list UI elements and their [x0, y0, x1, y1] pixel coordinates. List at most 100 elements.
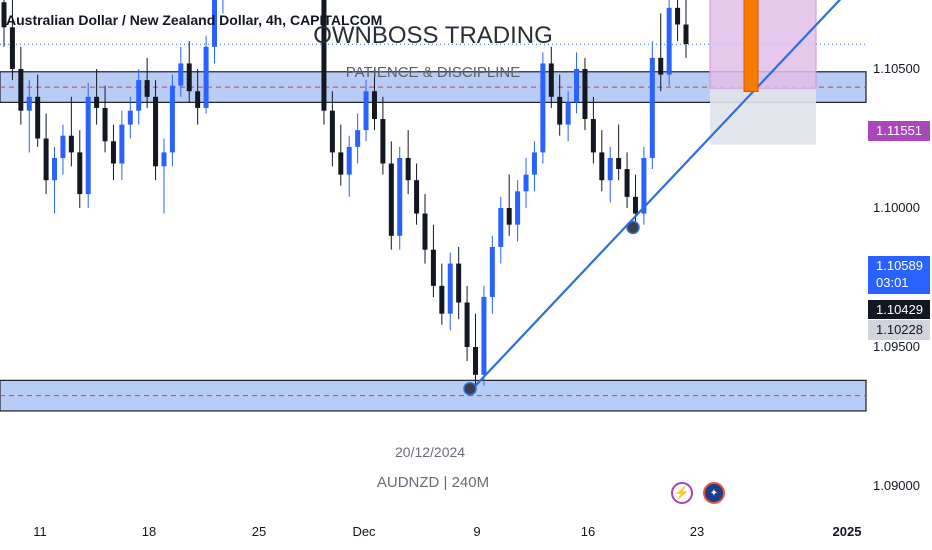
candle-body	[590, 119, 596, 153]
price-axis-label: 1.09000	[873, 478, 920, 493]
candle-body	[68, 135, 74, 153]
candle-body	[531, 152, 537, 175]
candle-body	[506, 208, 512, 225]
candle-body	[607, 157, 613, 181]
time-axis-label: 16	[580, 524, 596, 539]
candle-body	[632, 196, 638, 214]
candle-body	[169, 85, 175, 153]
candle-body	[380, 119, 386, 164]
candle-body	[582, 69, 588, 120]
candle-body	[136, 80, 142, 111]
bolt-icon[interactable]: ⚡	[671, 482, 693, 504]
candle-body	[85, 96, 91, 195]
candle-body	[9, 27, 15, 69]
watermark-title: OWNBOSS TRADING	[313, 22, 553, 49]
candle-body	[195, 91, 201, 108]
candle-body	[540, 63, 546, 153]
candle-body	[388, 163, 394, 236]
candle-body	[1, 2, 7, 28]
candle-body	[624, 169, 630, 197]
stop-zone-box	[710, 88, 816, 145]
candle-body	[119, 124, 125, 164]
candle-body	[144, 80, 150, 97]
last-price-tag: 1.10589 03:01	[868, 256, 930, 294]
candle-body	[456, 263, 462, 303]
candle-body	[43, 138, 49, 181]
candle-body	[178, 63, 184, 86]
time-axis-label: 23	[689, 524, 705, 539]
time-axis-label: 18	[141, 524, 157, 539]
candle-body	[77, 152, 83, 195]
candle-body	[489, 246, 495, 297]
candle-body	[683, 24, 689, 44]
candle-body	[599, 152, 605, 181]
entry-price-tag: 1.10429	[868, 300, 930, 319]
watermark-symbol: AUDNZD | 240M	[376, 474, 490, 491]
candle-body	[574, 69, 580, 103]
candle-body	[397, 157, 403, 236]
time-axis-label: 2025	[832, 524, 862, 539]
trendline	[469, 0, 842, 393]
watermark-subtitle: PATIENCE & DISCIPLINE	[345, 64, 521, 81]
candle-body	[329, 110, 335, 153]
price-axis-label: 1.10000	[873, 200, 920, 215]
candle-body	[498, 208, 504, 247]
candle-body	[35, 96, 41, 139]
candle-body	[363, 91, 369, 131]
candle-body	[110, 141, 116, 164]
swing-low-marker	[626, 220, 640, 235]
candle-body	[649, 57, 655, 158]
projection-arrow	[743, 0, 759, 93]
symbol-title: Australian Dollar / New Zealand Dollar, …	[6, 12, 383, 28]
candle-body	[557, 96, 563, 125]
price-axis-label: 1.10500	[873, 61, 920, 76]
candle-body	[439, 285, 445, 314]
candle-body	[666, 7, 672, 75]
candle-body	[338, 152, 344, 175]
candle-body	[18, 69, 24, 111]
candle-body	[94, 96, 100, 108]
candle-body	[355, 130, 361, 147]
candle-body	[211, 0, 217, 47]
candle-body	[203, 46, 209, 108]
candle-body	[515, 191, 521, 225]
candle-body	[523, 174, 529, 192]
candle-body	[473, 347, 479, 375]
candle-body	[60, 135, 66, 158]
candle-body	[675, 7, 681, 25]
candle-body	[153, 96, 159, 167]
candle-body	[102, 107, 108, 142]
candle-body	[464, 302, 470, 347]
candle-body	[447, 263, 453, 314]
candle-body	[641, 157, 647, 214]
flag-icon[interactable]: ✦	[703, 482, 725, 504]
candle-body	[481, 296, 487, 375]
candle-body	[26, 96, 32, 111]
candle-body	[52, 157, 58, 181]
candle-body	[548, 63, 554, 97]
time-axis-label: Dec	[352, 524, 376, 539]
time-axis-label: 11	[33, 524, 47, 539]
time-axis-label: 25	[251, 524, 267, 539]
time-axis-label: 9	[473, 524, 481, 539]
target-price-tag: 1.11551	[868, 121, 930, 141]
candle-body	[371, 91, 377, 120]
candle-body	[422, 213, 428, 250]
candle-body	[414, 180, 420, 214]
last-price-value: 1.10589	[876, 258, 923, 273]
swing-low-marker	[463, 381, 477, 396]
candle-body	[616, 157, 622, 170]
candle-body	[565, 102, 571, 125]
date-annotation: 20/12/2024	[395, 444, 466, 460]
candle-body	[186, 63, 192, 92]
candle-body	[346, 146, 352, 175]
stop-price-tag: 1.10228	[868, 320, 930, 340]
candle-body	[430, 249, 436, 286]
candle-body	[321, 0, 327, 111]
candle-body	[161, 152, 167, 167]
bar-countdown: 03:01	[876, 275, 909, 290]
price-axis-label: 1.09500	[873, 339, 920, 354]
candle-body	[127, 110, 133, 125]
